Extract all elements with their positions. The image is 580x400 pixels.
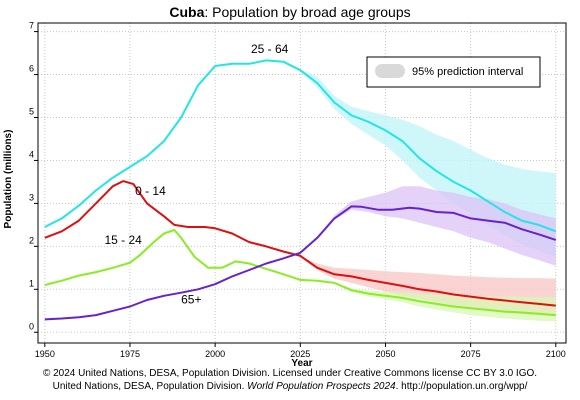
series-label-25-64: 25 - 64	[251, 42, 289, 56]
y-tick-label-3: 3	[29, 192, 34, 202]
y-axis-title: Population (millions)	[3, 130, 14, 229]
y-tick-label-5: 5	[29, 106, 34, 116]
x-tick-label-2025: 2025	[290, 349, 310, 359]
footer-source-title: World Population Prospects 2024	[247, 381, 396, 392]
axes	[37, 22, 567, 344]
y-tick-label-2: 2	[29, 235, 34, 245]
series-lines	[44, 59, 557, 321]
series-line-65-	[44, 205, 557, 321]
x-tick-label-2075: 2075	[461, 349, 481, 359]
legend: 95% prediction interval	[366, 56, 541, 88]
y-tick-label-1: 1	[29, 278, 34, 288]
x-tick-label-2050: 2050	[375, 349, 395, 359]
series-label-65-: 65+	[181, 292, 201, 306]
series-label-0-14: 0 - 14	[135, 184, 166, 198]
legend-label: 95% prediction interval	[412, 66, 523, 78]
y-tick-label-6: 6	[29, 64, 34, 74]
footer-source: United Nations, DESA, Population Divisio…	[0, 380, 580, 393]
x-tick-label-2000: 2000	[205, 349, 225, 359]
title-country: Cuba	[169, 4, 204, 20]
chart-title: Cuba: Population by broad age groups	[169, 4, 410, 20]
y-tick-label-4: 4	[29, 149, 34, 159]
x-axis-title: Year	[291, 358, 312, 369]
y-tick-label-0: 0	[29, 321, 34, 331]
plot-frame	[37, 22, 567, 344]
y-tick-label-7: 7	[29, 21, 34, 31]
series-labels: 25 - 64 0 - 14 15 - 24 65+	[104, 42, 288, 306]
x-tick-label-1950: 1950	[35, 349, 55, 359]
x-tick-label-2100: 2100	[546, 349, 566, 359]
footer-source-suffix: . http://population.un.org/wpp/	[395, 381, 528, 392]
legend-swatch	[375, 64, 405, 78]
x-axis-ticks: 1950 1975 2000 2025 2050 2075 2100	[35, 343, 566, 359]
footer-source-prefix: United Nations, DESA, Population Divisio…	[52, 381, 248, 392]
series-line-15-24	[44, 229, 556, 317]
y-axis-ticks: 0 1 2 3 4 5 6 7	[29, 21, 38, 333]
footer-copyright: © 2024 United Nations, DESA, Population …	[42, 368, 538, 379]
title-rest: : Population by broad age groups	[204, 4, 410, 20]
series-label-15-24: 15 - 24	[104, 233, 142, 247]
series-line-25-64	[44, 59, 557, 233]
x-tick-label-1975: 1975	[120, 349, 140, 359]
series-line-0-14	[44, 180, 556, 307]
